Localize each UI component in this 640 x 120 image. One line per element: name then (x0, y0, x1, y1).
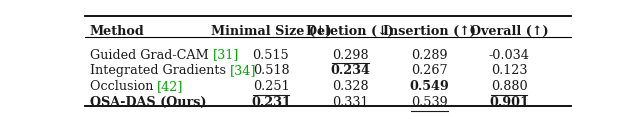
Text: 0.901: 0.901 (489, 96, 529, 109)
Text: Insertion (↑): Insertion (↑) (383, 25, 476, 38)
Text: 0.518: 0.518 (253, 64, 289, 77)
Text: -0.034: -0.034 (488, 49, 529, 62)
Text: Integrated Gradients: Integrated Gradients (90, 64, 230, 77)
Text: OSA-DAS (Ours): OSA-DAS (Ours) (90, 96, 207, 109)
Text: 0.549: 0.549 (410, 80, 449, 93)
Text: 0.234: 0.234 (330, 64, 371, 77)
Text: 0.298: 0.298 (332, 49, 369, 62)
Text: 0.331: 0.331 (332, 96, 369, 109)
Text: 0.251: 0.251 (253, 80, 289, 93)
Text: Overall (↑): Overall (↑) (470, 25, 548, 38)
Text: Method: Method (90, 25, 145, 38)
Text: 0.515: 0.515 (253, 49, 289, 62)
Text: 0.880: 0.880 (491, 80, 527, 93)
Text: 0.539: 0.539 (412, 96, 448, 109)
Text: 0.289: 0.289 (412, 49, 448, 62)
Text: [42]: [42] (157, 80, 184, 93)
Text: 0.231: 0.231 (251, 96, 291, 109)
Text: Guided Grad-CAM: Guided Grad-CAM (90, 49, 212, 62)
Text: 0.267: 0.267 (412, 64, 448, 77)
Text: [31]: [31] (212, 49, 239, 62)
Text: 0.328: 0.328 (332, 80, 369, 93)
Text: Occlusion: Occlusion (90, 80, 157, 93)
Text: Deletion (↓): Deletion (↓) (307, 25, 394, 38)
Text: [34]: [34] (230, 64, 257, 77)
Text: 0.123: 0.123 (491, 64, 527, 77)
Text: Minimal Size (↓): Minimal Size (↓) (211, 25, 332, 38)
